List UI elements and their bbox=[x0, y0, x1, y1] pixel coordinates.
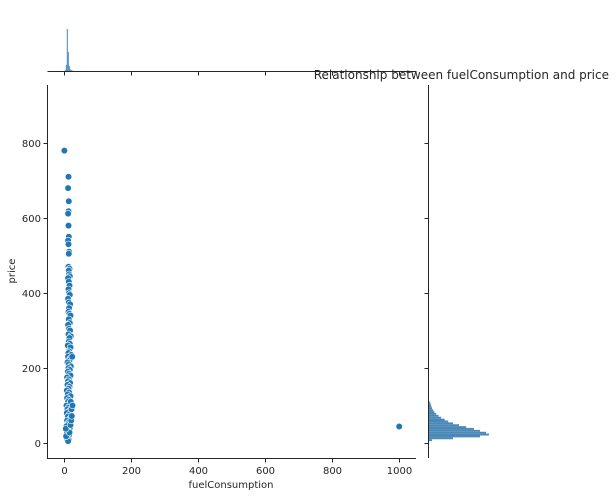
scatter-point bbox=[395, 422, 403, 431]
y-axis-label: price bbox=[7, 259, 18, 284]
y-tick-label: 600 bbox=[22, 214, 41, 225]
x-tick-label: 400 bbox=[189, 466, 208, 477]
x-axis-label: fuelConsumption bbox=[188, 480, 273, 491]
scatter-point bbox=[64, 222, 73, 230]
marginal-x-bar bbox=[65, 64, 67, 71]
marginal-y-histogram bbox=[424, 85, 489, 458]
marginal-y-bar bbox=[429, 429, 480, 432]
marginal-y-bar bbox=[429, 414, 439, 417]
scatter-point bbox=[68, 412, 76, 420]
marginal-y-bar bbox=[429, 405, 432, 408]
y-tick-label: 200 bbox=[22, 364, 41, 375]
chart-title: Relationship between fuelConsumption and… bbox=[314, 68, 609, 82]
marginal-y-bar bbox=[429, 409, 434, 412]
marginal-y-bar bbox=[429, 420, 449, 423]
marginal-y-bar bbox=[429, 422, 453, 425]
scatter-point bbox=[64, 210, 72, 218]
marginal-y-bar bbox=[429, 403, 431, 406]
marginal-x-bar bbox=[68, 65, 70, 71]
marginal-y-bar bbox=[429, 413, 437, 415]
marginal-y-bar bbox=[429, 426, 467, 429]
x-tick-label: 0 bbox=[61, 466, 67, 477]
y-tick-label: 400 bbox=[22, 289, 41, 300]
main-scatter-axes: 0 200 400 600 800 1000 0 200 400 600 800 fuelCons… bbox=[7, 85, 416, 491]
x-tick-label: 600 bbox=[256, 466, 275, 477]
marginal-y-bar bbox=[429, 439, 432, 442]
x-tick-label: 1000 bbox=[387, 466, 412, 477]
x-tick-label: 200 bbox=[122, 466, 141, 477]
marginal-y-bar bbox=[429, 407, 432, 410]
scatter-point bbox=[65, 250, 73, 258]
scatter-point bbox=[60, 147, 69, 155]
scatter-point bbox=[64, 240, 73, 248]
marginal-y-bar bbox=[429, 437, 453, 440]
scatter-point bbox=[68, 401, 77, 410]
marginal-x-bar bbox=[70, 70, 72, 71]
scatter-point bbox=[64, 173, 73, 181]
marginal-y-bar bbox=[429, 428, 474, 430]
y-tick-label: 0 bbox=[35, 439, 41, 450]
x-tick-label: 800 bbox=[323, 466, 342, 477]
scatter-point bbox=[68, 353, 76, 361]
marginal-x-bar bbox=[67, 52, 69, 71]
marginal-y-bar bbox=[429, 401, 431, 404]
marginal-x-histogram bbox=[47, 29, 417, 76]
marginal-y-bar bbox=[429, 431, 486, 434]
marginal-y-bar bbox=[429, 424, 459, 427]
marginal-y-bar bbox=[429, 418, 445, 421]
marginal-x-bar bbox=[64, 70, 66, 71]
marginal-y-bar bbox=[429, 435, 480, 438]
marginal-y-bar bbox=[429, 411, 435, 414]
marginal-x-bar bbox=[66, 29, 68, 71]
marginal-y-bar bbox=[429, 416, 441, 419]
marginal-y-bar bbox=[429, 433, 489, 436]
scatter-point bbox=[62, 425, 70, 433]
scatter-point bbox=[65, 197, 73, 205]
y-tick-label: 800 bbox=[22, 139, 41, 150]
marginal-x-bar bbox=[69, 69, 71, 71]
scatter-point bbox=[64, 184, 72, 192]
